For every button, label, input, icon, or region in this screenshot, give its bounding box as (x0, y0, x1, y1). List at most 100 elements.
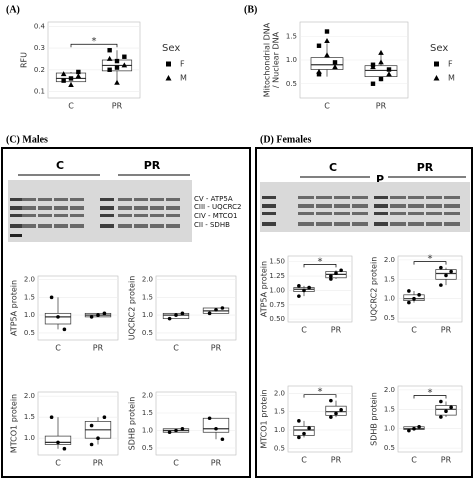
point (329, 415, 333, 419)
group-label: PR (144, 159, 161, 172)
y-tick-label: 0.5 (286, 80, 297, 88)
point (76, 69, 81, 75)
band (316, 196, 332, 199)
point (302, 288, 306, 293)
y-tick-label: 1.5 (24, 293, 35, 301)
band (390, 212, 406, 215)
point (417, 293, 421, 297)
panel-frame (1, 147, 251, 478)
legend-label: F (448, 60, 453, 69)
point (334, 271, 338, 276)
point (439, 399, 443, 404)
point (49, 295, 54, 300)
point (332, 60, 338, 65)
y-tick-label: 1.5 (286, 32, 297, 40)
band (150, 224, 164, 228)
band (100, 198, 114, 201)
point (370, 81, 376, 86)
band (408, 212, 424, 215)
panel-label: (D) Females (260, 134, 311, 145)
band (38, 214, 52, 217)
point (102, 311, 107, 316)
point (114, 79, 120, 85)
y-axis-label: ATP5A protein (260, 261, 269, 317)
y-tick-label: 1.0 (24, 434, 35, 442)
point (412, 296, 416, 301)
point (96, 313, 100, 317)
y-tick-label: 1.00 (269, 286, 285, 294)
panel-frame (255, 147, 473, 478)
x-tick-label: C (68, 102, 74, 111)
y-tick-label: 2.0 (384, 386, 395, 394)
x-tick-label: PR (112, 102, 123, 111)
band (352, 204, 368, 208)
y-tick-label: 1.5 (24, 413, 35, 421)
band (352, 196, 368, 199)
band-label: CIII - UQCRC2 (194, 203, 241, 211)
x-tick-label: C (55, 459, 61, 468)
y-axis-label: / Nuclear DNA (272, 31, 281, 88)
point (370, 64, 376, 70)
point (107, 48, 112, 53)
point (407, 300, 411, 305)
band (166, 214, 180, 217)
point (102, 415, 107, 420)
band-label: CV - ATP5A (194, 195, 233, 203)
point (174, 313, 178, 317)
band (54, 214, 68, 217)
band (298, 222, 314, 226)
point (329, 274, 333, 278)
box (325, 405, 347, 416)
band (426, 212, 442, 215)
band (408, 222, 424, 226)
y-tick-label: 2.0 (24, 276, 35, 284)
band (334, 204, 350, 208)
band (10, 224, 22, 228)
y-tick-label: 2.0 (384, 256, 395, 264)
band (316, 204, 332, 208)
point (56, 440, 60, 445)
band (70, 198, 84, 201)
band (118, 214, 132, 217)
band (444, 212, 460, 215)
significance-label: * (318, 256, 323, 267)
band (150, 198, 164, 201)
band (22, 214, 36, 217)
band (166, 206, 180, 210)
point (49, 415, 54, 420)
x-tick-label: PR (93, 344, 104, 353)
point (417, 424, 421, 429)
y-tick-label: 0.5 (142, 444, 153, 452)
point (297, 294, 301, 298)
band (10, 206, 22, 210)
blot-image (260, 182, 470, 232)
x-tick-label: C (301, 326, 307, 335)
point (297, 435, 301, 440)
band (134, 198, 148, 201)
significance-label: * (428, 388, 433, 399)
band (100, 224, 114, 228)
point (302, 431, 306, 436)
band (22, 224, 36, 228)
band (298, 196, 314, 199)
point (449, 405, 453, 410)
band (10, 214, 22, 217)
band (134, 224, 148, 228)
point (297, 284, 301, 288)
y-axis-label: UQCRC2 protein (128, 276, 137, 341)
band (390, 222, 406, 226)
band (426, 196, 442, 199)
band (54, 206, 68, 210)
point (167, 430, 172, 435)
band (118, 198, 132, 201)
point (114, 58, 120, 64)
y-tick-label: 1.0 (286, 56, 297, 64)
significance-label: * (428, 254, 433, 265)
y-axis-label: Mitochondrial DNA (263, 22, 272, 97)
box (310, 57, 344, 70)
y-tick-label: 1.5 (142, 293, 153, 301)
x-tick-label: PR (211, 344, 222, 353)
point (439, 265, 443, 270)
band (390, 204, 406, 208)
